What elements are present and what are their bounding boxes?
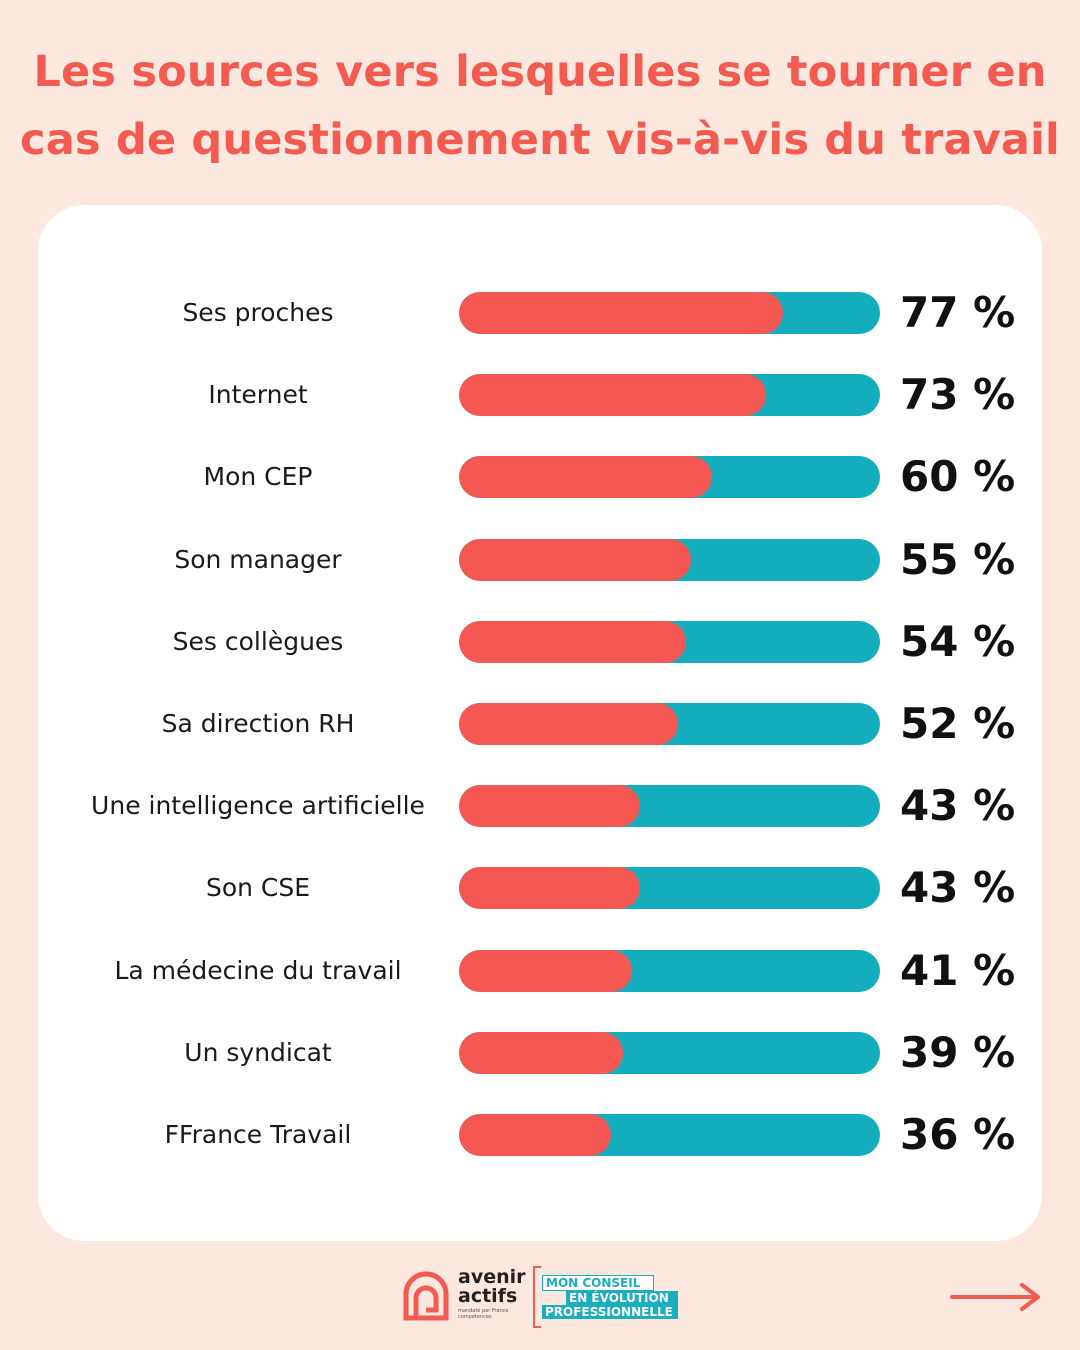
title-line-2: cas de questionnement vis-à-vis du trava…: [20, 115, 1060, 165]
category-label: FFrance Travail: [164, 1120, 352, 1149]
category-label: Internet: [208, 380, 308, 410]
logo-subtitle: mandaté par France compétences: [458, 1308, 509, 1320]
bar-track: [459, 374, 880, 417]
bar-fill: [459, 538, 691, 581]
category-label: Un syndicat: [184, 1037, 332, 1067]
bar-fill: [459, 785, 641, 828]
value-label: 55 %: [900, 534, 1016, 584]
bar-fill: [459, 703, 678, 745]
value-label: 54 %: [900, 616, 1016, 666]
bar-row: Sa direction RH 52 %: [38, 699, 1042, 748]
bar-track: [459, 867, 880, 910]
bar-track: [459, 620, 880, 663]
category-label: La médecine du travail: [114, 955, 402, 985]
logo-bracket: [533, 1266, 541, 1328]
value-label: 36 %: [900, 1110, 1016, 1159]
mon-conseil-badge: MON CONSEIL EN ÉVOLUTION PROFESSIONNELLE: [542, 1275, 678, 1319]
value-label: 43 %: [900, 863, 1016, 913]
bar-fill: [459, 1031, 624, 1074]
value-label: 60 %: [900, 452, 1016, 502]
bar-track: [459, 785, 880, 828]
category-label: Ses collègues: [172, 626, 344, 656]
category-label: Une intelligence artificielle: [91, 791, 425, 821]
category-label: Son CSE: [205, 873, 311, 903]
category-label: Ses proches: [182, 298, 334, 327]
bar-row: Ses proches 77 %: [38, 288, 1042, 337]
bar-track: [459, 538, 880, 581]
value-label: 52 %: [900, 699, 1016, 748]
bar-fill: [459, 620, 687, 663]
value-label: 43 %: [900, 781, 1016, 831]
page-title: Les sources vers lesquelles se tourner e…: [0, 38, 1080, 174]
value-label: 73 %: [900, 370, 1016, 420]
bar-row: Ses collègues 54 %: [38, 616, 1042, 666]
bar-row: Internet 73 %: [38, 370, 1042, 420]
value-label: 39 %: [900, 1027, 1016, 1077]
bar-fill: [459, 867, 641, 910]
avenir-actifs-logo-icon: [403, 1271, 449, 1321]
category-label: Sa direction RH: [161, 709, 355, 738]
bar-track: [459, 292, 880, 334]
bar-track: [459, 456, 880, 499]
bar-row: La médecine du travail 41 %: [38, 945, 1042, 995]
bar-fill: [459, 374, 767, 417]
bar-row: Mon CEP 60 %: [38, 452, 1042, 502]
bar-row: Son manager 55 %: [38, 534, 1042, 584]
bar-fill: [459, 292, 784, 334]
bar-track: [459, 949, 880, 992]
bar-fill: [459, 456, 712, 499]
bar-track: [459, 1114, 880, 1156]
bar-row: FFrance Travail 36 %: [38, 1110, 1042, 1159]
bar-row: Son CSE 43 %: [38, 863, 1042, 913]
bar-track: [459, 703, 880, 745]
category-label: Son manager: [174, 544, 342, 574]
arrow-right-icon[interactable]: [948, 1280, 1044, 1314]
category-label: Mon CEP: [203, 462, 313, 492]
value-label: 77 %: [900, 288, 1016, 337]
logo-wordmark: avenir actifs: [458, 1266, 526, 1307]
chart-card: Ses proches 77 % Internet 73 % Mon CEP 60 % So…: [38, 205, 1042, 1241]
bar-row: Un syndicat 39 %: [38, 1027, 1042, 1077]
bar-fill: [459, 949, 632, 992]
bar-fill: [459, 1114, 611, 1156]
bar-row: Une intelligence artificielle 43 %: [38, 781, 1042, 831]
footer-logo: avenir actifs mandaté par France compéte…: [400, 1266, 685, 1330]
bar-track: [459, 1031, 880, 1074]
value-label: 41 %: [900, 945, 1016, 995]
title-line-1: Les sources vers lesquelles se tourner e…: [33, 47, 1047, 97]
